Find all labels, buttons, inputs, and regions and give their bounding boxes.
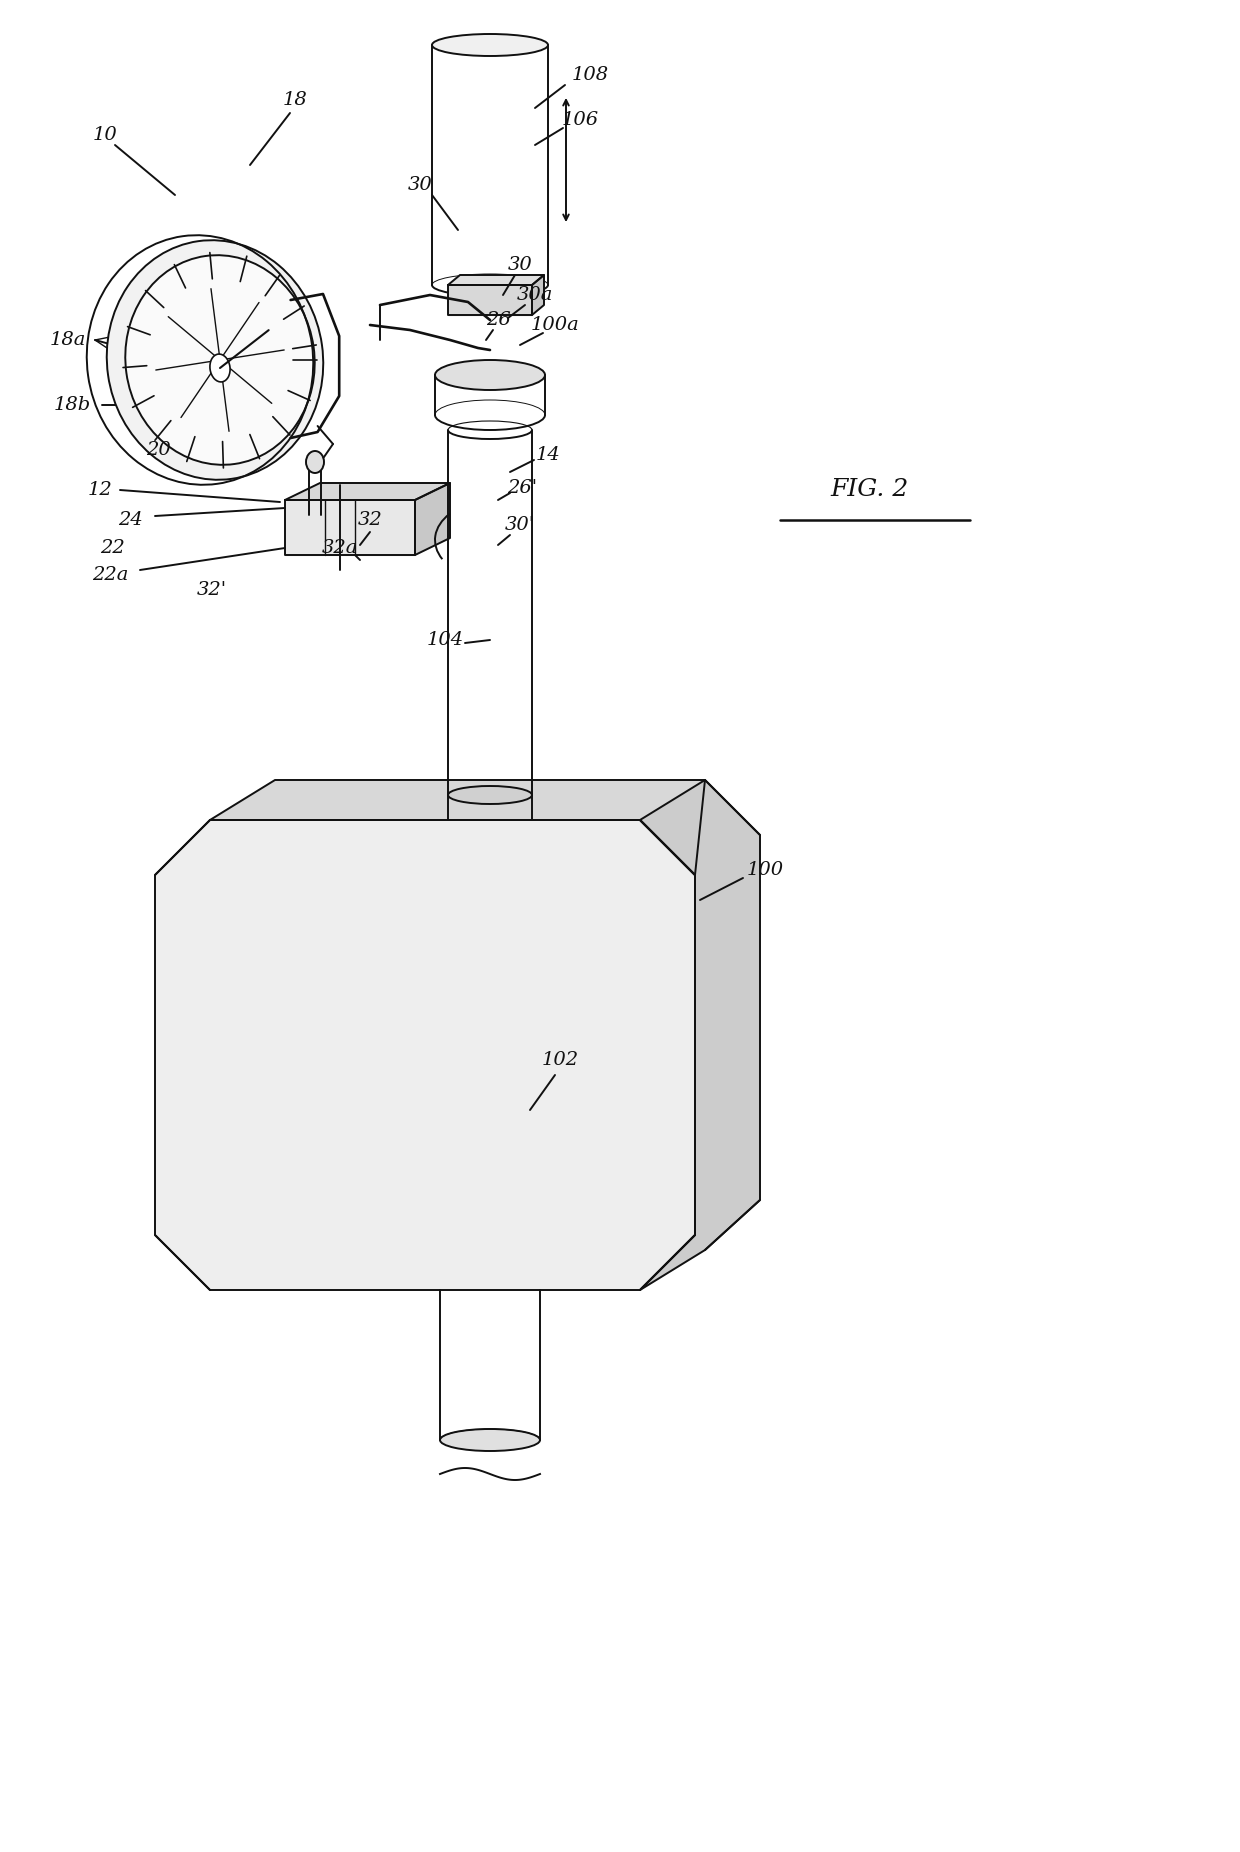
Text: 32': 32' [197,582,227,598]
Text: 102: 102 [542,1050,579,1069]
Polygon shape [532,274,544,315]
Text: 14: 14 [536,446,560,465]
Text: 18a: 18a [50,332,87,348]
Text: 12: 12 [88,482,113,498]
Polygon shape [640,780,760,1291]
Ellipse shape [107,241,324,480]
Text: 30a: 30a [517,285,553,304]
Text: 108: 108 [572,67,609,83]
Ellipse shape [125,256,315,465]
Polygon shape [285,483,450,500]
Ellipse shape [440,1430,539,1450]
Polygon shape [415,483,450,556]
Text: 32a: 32a [322,539,358,557]
Text: 24: 24 [118,511,143,530]
Polygon shape [155,820,694,1291]
Text: 20: 20 [145,441,170,459]
Text: FIG. 2: FIG. 2 [831,478,909,502]
Text: 30: 30 [507,256,532,274]
Text: 100: 100 [746,861,784,880]
Polygon shape [448,274,544,285]
Text: 100a: 100a [531,317,579,333]
Text: 10: 10 [93,126,118,144]
Ellipse shape [435,359,546,391]
Text: 22: 22 [99,539,124,557]
Text: 104: 104 [427,632,464,648]
Text: 26': 26' [507,480,537,496]
Text: 32: 32 [357,511,382,530]
Ellipse shape [448,785,532,804]
Ellipse shape [432,33,548,56]
Ellipse shape [306,452,324,472]
Polygon shape [448,285,532,315]
Text: 18b: 18b [53,396,91,415]
Text: 26: 26 [486,311,511,330]
Polygon shape [285,500,415,556]
Text: 30': 30' [505,517,536,533]
Ellipse shape [210,354,231,382]
Text: 106: 106 [562,111,599,130]
Text: 30: 30 [408,176,433,194]
Polygon shape [210,780,706,874]
Text: 22a: 22a [92,567,128,583]
Text: 18: 18 [283,91,308,109]
